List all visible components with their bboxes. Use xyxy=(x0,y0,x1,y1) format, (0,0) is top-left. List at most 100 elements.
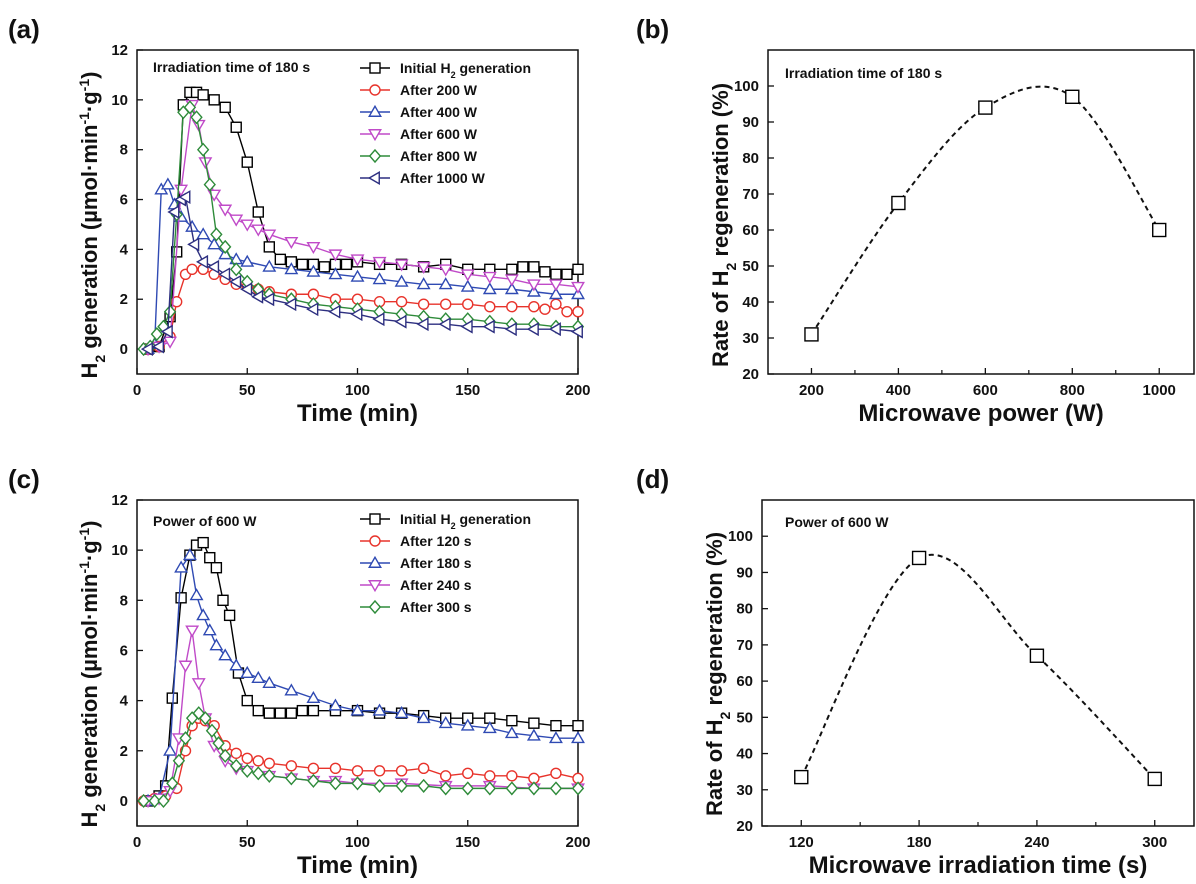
x-tick-label: 300 xyxy=(1142,834,1167,851)
data-point xyxy=(306,264,321,277)
data-point xyxy=(438,264,453,277)
data-point xyxy=(160,324,173,339)
data-point xyxy=(157,793,170,808)
data-point xyxy=(460,279,475,292)
data-point xyxy=(440,770,452,782)
legend-marker xyxy=(368,580,382,593)
data-point xyxy=(1029,648,1045,663)
data-point xyxy=(373,765,386,777)
y-tick-label: 10 xyxy=(111,542,128,559)
y-tick-label: 40 xyxy=(742,294,759,311)
data-point xyxy=(183,100,197,115)
data-point xyxy=(241,763,254,778)
y-tick-label: 20 xyxy=(736,818,753,835)
data-point xyxy=(163,304,177,319)
data-point xyxy=(163,336,178,349)
annotation: Power of 600 W xyxy=(785,514,889,530)
y-axis-label-part: ·g xyxy=(77,91,102,112)
data-point xyxy=(482,282,497,295)
y-axis-label-part: 2 xyxy=(92,804,108,812)
data-point xyxy=(526,279,541,292)
legend-label: After 1000 W xyxy=(400,170,486,186)
data-point xyxy=(219,101,231,114)
data-point xyxy=(527,781,541,796)
data-point xyxy=(252,766,265,781)
data-point xyxy=(219,748,232,763)
legend-label: After 800 W xyxy=(400,148,478,164)
data-point xyxy=(208,94,220,106)
legend-label: Initial H2 generation xyxy=(400,511,531,531)
data-point xyxy=(230,121,242,133)
data-point xyxy=(351,776,364,791)
x-tick-label: 150 xyxy=(455,382,480,399)
data-point xyxy=(526,728,541,741)
data-point xyxy=(209,638,224,651)
series-3 xyxy=(141,99,585,357)
y-tick-label: 100 xyxy=(728,528,753,545)
data-point xyxy=(306,690,321,704)
data-point xyxy=(351,765,364,777)
legend-marker xyxy=(368,599,382,615)
data-point xyxy=(504,322,517,337)
data-point xyxy=(191,678,206,691)
data-point xyxy=(230,747,242,759)
data-point xyxy=(394,314,407,329)
legend-label-part: After 1000 W xyxy=(400,170,486,186)
data-point xyxy=(482,271,497,284)
y-axis-label-part: 2 xyxy=(92,355,108,363)
data-point xyxy=(241,694,253,707)
data-point xyxy=(274,707,287,719)
data-point xyxy=(439,781,452,796)
data-point xyxy=(262,259,277,272)
y-axis-label-part: -1 xyxy=(76,528,92,541)
y-tick-label: 30 xyxy=(736,782,753,799)
data-point xyxy=(166,776,179,791)
data-point xyxy=(210,562,223,574)
data-point xyxy=(210,227,223,242)
series-1 xyxy=(137,712,584,807)
data-point xyxy=(350,703,365,716)
y-axis-label-part: regeneration (%) xyxy=(702,532,727,712)
data-point xyxy=(251,289,264,304)
data-point xyxy=(891,195,906,211)
x-tick-label: 150 xyxy=(455,834,480,851)
data-point xyxy=(263,241,275,253)
data-point xyxy=(196,608,211,621)
legend-label: After 600 W xyxy=(400,126,478,142)
data-point xyxy=(571,281,585,294)
data-point xyxy=(204,551,216,564)
annotation: Irradiation time of 180 s xyxy=(153,59,310,75)
legend-label: After 400 W xyxy=(400,104,478,120)
data-point xyxy=(252,755,264,767)
data-point xyxy=(182,548,197,561)
data-point xyxy=(306,302,319,317)
data-point xyxy=(528,301,540,313)
data-point xyxy=(350,254,365,267)
data-point xyxy=(460,319,473,334)
data-point xyxy=(187,237,200,252)
panel-label: (b) xyxy=(636,14,669,44)
data-point xyxy=(395,778,408,793)
data-point xyxy=(170,296,183,308)
data-point xyxy=(372,256,387,270)
data-point xyxy=(572,263,584,276)
data-point xyxy=(241,156,253,168)
y-tick-label: 12 xyxy=(111,42,128,59)
data-point xyxy=(284,236,299,250)
y-axis-label-part: ) xyxy=(77,521,102,528)
data-point xyxy=(197,89,209,101)
series-0 xyxy=(804,85,1167,342)
data-point xyxy=(202,623,217,636)
data-point xyxy=(167,205,180,219)
data-point xyxy=(218,204,233,217)
data-point xyxy=(196,142,210,157)
data-point xyxy=(212,736,225,751)
data-point xyxy=(526,322,539,337)
data-point xyxy=(150,327,164,342)
data-point xyxy=(207,237,222,250)
y-tick-label: 2 xyxy=(120,291,128,308)
y-tick-label: 2 xyxy=(120,743,128,760)
x-axis-label: Microwave power (W) xyxy=(858,400,1103,427)
